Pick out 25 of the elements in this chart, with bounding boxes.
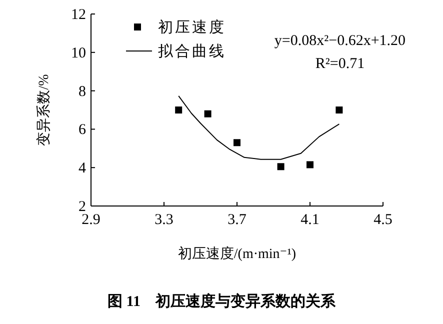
y-tick-label: 10 [71,45,86,62]
point [175,106,182,114]
legend-label: 拟合曲线 [158,43,226,60]
point [306,161,314,168]
y-tick-label: 8 [78,84,86,100]
y-tick-label: 6 [78,122,86,138]
point [234,139,240,146]
annotation: R²=0.71 [315,56,365,72]
y-axis-title: 变异系数/% [36,74,52,146]
y-tick-label: 2 [78,199,86,215]
line-series [178,95,340,160]
legend-label: 初压速度 [158,19,226,36]
annotation: y=0.08x²−0.62x+1.20 [274,33,406,49]
x-axis-title: 初压速度/(m·min⁻¹) [178,246,296,262]
x-tick-label: 3.3 [154,212,174,228]
point [336,106,343,114]
x-tick-label: 4.5 [374,212,392,228]
x-tick-label: 3.7 [228,212,247,228]
point [204,110,212,118]
x-tick-label: 2.9 [82,212,100,228]
y-tick-label: 4 [78,160,86,177]
point [277,163,284,170]
x-tick-label: 4.1 [300,212,320,228]
y-tick-label: 12 [71,7,86,23]
text: 图 11 初压速度与变异系数的关系 [108,292,336,310]
